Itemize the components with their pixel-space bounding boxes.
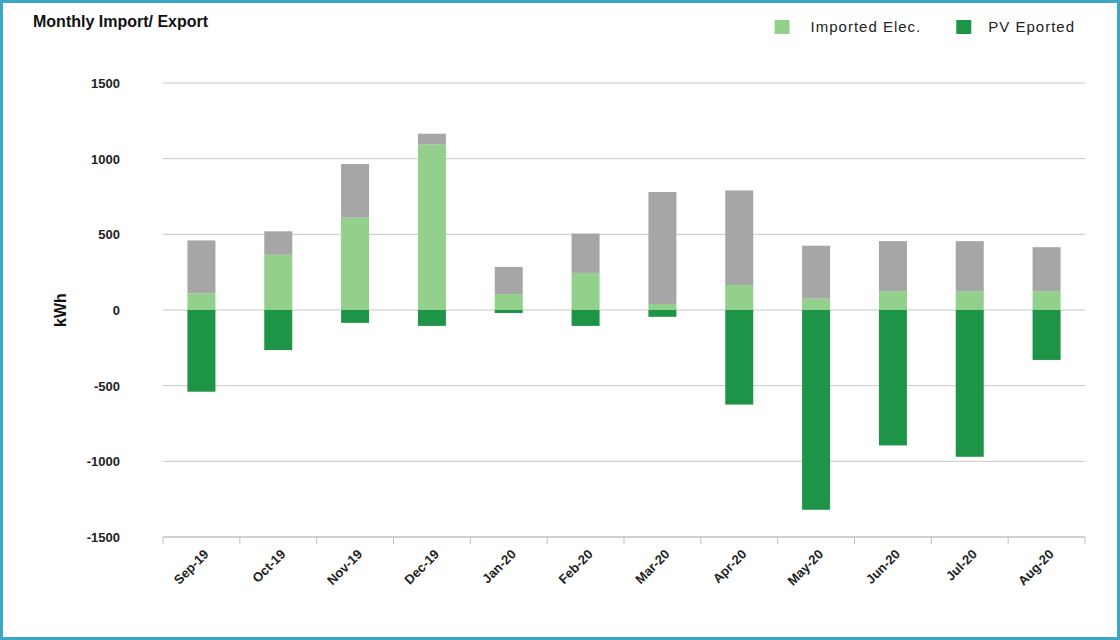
bar [648,310,676,317]
bar [956,310,984,457]
grid-line [163,385,1085,386]
x-tick-label: May-20 [784,547,826,589]
bar [725,190,753,285]
grid-line [163,461,1085,462]
x-tick-label: Sep-19 [171,547,212,588]
grid-line [163,158,1085,159]
bars [187,134,1060,510]
bar [341,310,369,323]
y-axis-label: kWh [52,293,69,327]
bar [956,291,984,310]
legend-label: PV Eported [988,18,1075,35]
bar [341,218,369,310]
x-tick-label: Aug-20 [1015,547,1057,589]
title: Monthly Import/ Export [33,13,209,30]
y-tick-label: -1000 [87,454,120,469]
y-tick-label: 1000 [91,152,120,167]
bar [495,294,523,310]
bar [187,240,215,293]
y-tick-label: 500 [98,227,120,242]
x-tick-label: Jan-20 [479,547,519,587]
grid-line [163,310,1085,311]
bar [495,310,523,313]
bar [1033,291,1061,310]
bar [879,291,907,310]
x-tick [1085,537,1086,544]
x-tick [854,537,855,544]
x-tick-label: Jul-20 [943,547,980,584]
bar [264,255,292,310]
x-tick-label: Oct-19 [249,547,288,586]
x-tick [547,537,548,544]
bar [572,310,600,326]
y-tick-label: -1500 [87,530,120,545]
x-tick-label: Jun-20 [863,547,903,587]
x-tick [931,537,932,544]
bar [956,241,984,291]
chart: Monthly Import/ Export kWh -1500 -1000 -500 0… [0,0,1120,640]
bar [187,310,215,392]
bar [418,134,446,145]
x-tick [316,537,317,544]
x-tick [239,537,240,544]
legend-swatch [775,20,790,34]
bar [802,246,830,299]
x-tick-label: Nov-19 [324,547,365,588]
y-tick-label: -500 [94,379,120,394]
y-tick-label: 0 [113,303,120,318]
x-tick [777,537,778,544]
frame [2,2,1119,639]
x-tick [163,537,164,544]
bar [264,310,292,350]
grid-line [163,83,1085,84]
bar [418,310,446,326]
x-tick [624,537,625,544]
x-tick-label: Mar-20 [632,547,672,587]
x-tick-label: Dec-19 [401,547,442,588]
bar [802,310,830,510]
x-tick [470,537,471,544]
y-tick-label: 1500 [91,76,120,91]
x-tick-label: Apr-20 [710,547,750,587]
bar [725,310,753,405]
bar [418,144,446,310]
bar [341,164,369,218]
grid-line [163,234,1085,235]
x-tick-label: Feb-20 [555,547,595,587]
bar [264,231,292,254]
bar [648,304,676,310]
bar [1033,247,1061,291]
legend-swatch [956,20,971,34]
bar [572,234,600,273]
x-tick [700,537,701,544]
bar [572,273,600,310]
bar [879,310,907,445]
background [0,0,1120,640]
bar [879,241,907,291]
bar [187,293,215,310]
bar [725,285,753,310]
x-tick [1008,537,1009,544]
bar [1033,310,1061,360]
bar [648,192,676,304]
bar [802,299,830,310]
x-tick [393,537,394,544]
bar [495,267,523,294]
legend-label: Imported Elec. [811,18,922,35]
